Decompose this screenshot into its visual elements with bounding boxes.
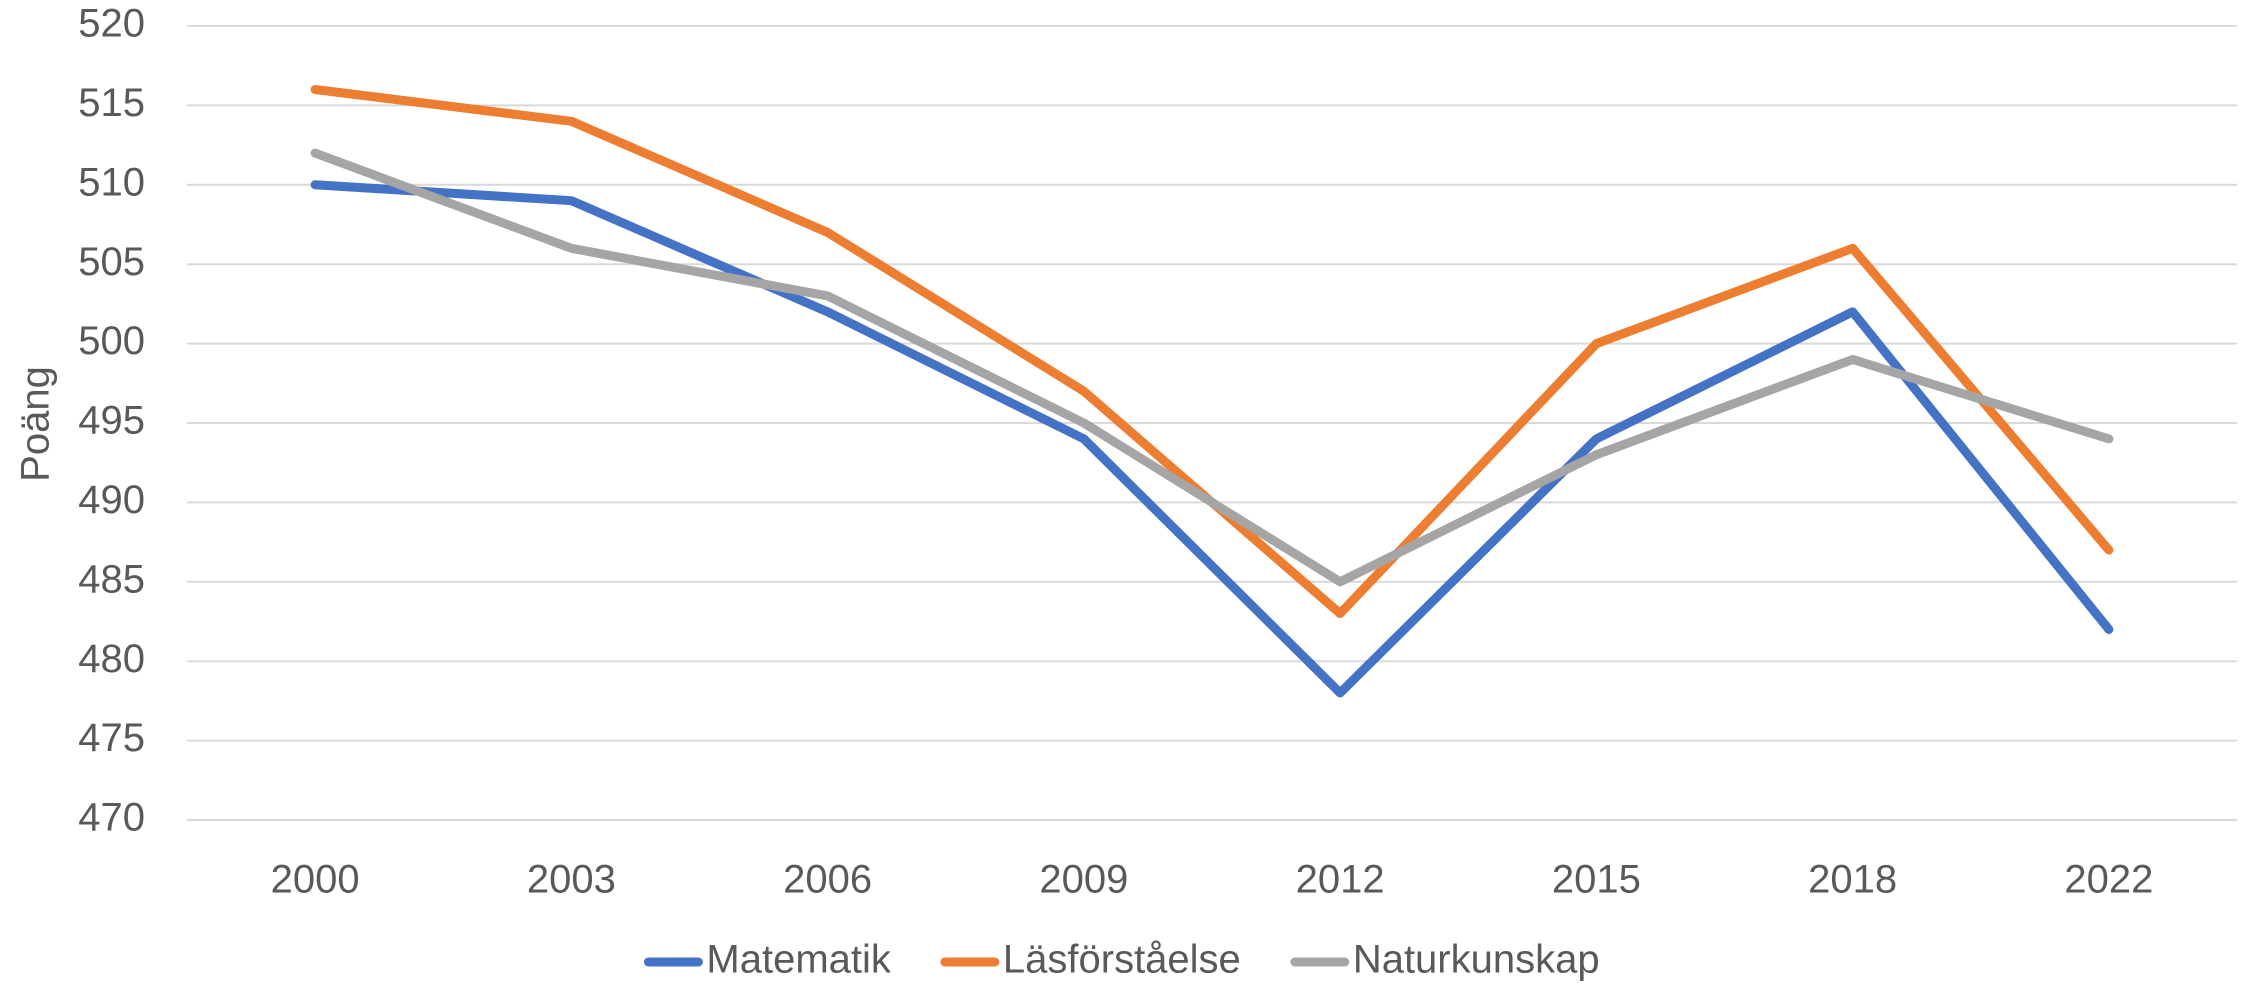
- y-tick-label: 495: [78, 399, 145, 443]
- x-tick-label: 2022: [2064, 858, 2153, 902]
- legend-label: Naturkunskap: [1353, 938, 1600, 982]
- y-tick-label: 470: [78, 796, 145, 840]
- x-tick-label: 2003: [527, 858, 616, 902]
- x-tick-label: 2012: [1296, 858, 1385, 902]
- y-tick-label: 475: [78, 716, 145, 760]
- x-tick-label: 2018: [1808, 858, 1897, 902]
- y-tick-label: 520: [78, 2, 145, 46]
- y-tick-label: 510: [78, 160, 145, 204]
- series-line: [310, 85, 2114, 619]
- y-tick-label: 515: [78, 81, 145, 125]
- legend-label: Matematik: [706, 938, 891, 982]
- x-tick-label: 2015: [1552, 858, 1641, 902]
- y-axis-label: Poäng: [14, 366, 58, 482]
- y-tick-label: 500: [78, 319, 145, 363]
- y-tick-label: 485: [78, 557, 145, 601]
- x-tick-label: 2009: [1039, 858, 1128, 902]
- y-tick-label: 490: [78, 478, 145, 522]
- y-tick-label: 505: [78, 240, 145, 284]
- x-tick-label: 2000: [271, 858, 360, 902]
- series-line: [310, 148, 2114, 587]
- legend-label: Läsförståelse: [1003, 938, 1241, 982]
- x-tick-label: 2006: [783, 858, 872, 902]
- y-tick-label: 480: [78, 637, 145, 681]
- series-line: [310, 180, 2114, 698]
